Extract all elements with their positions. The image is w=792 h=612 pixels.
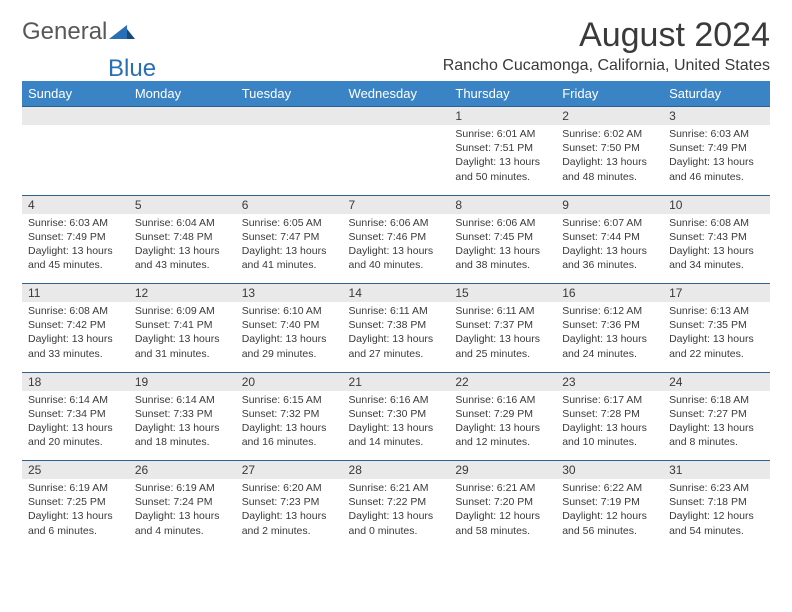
day-detail-cell: [129, 125, 236, 195]
day-number-row: 18192021222324: [22, 372, 770, 391]
location: Rancho Cucamonga, California, United Sta…: [443, 57, 770, 75]
day-detail-row: Sunrise: 6:01 AMSunset: 7:51 PMDaylight:…: [22, 125, 770, 195]
day-detail-cell: Sunrise: 6:03 AMSunset: 7:49 PMDaylight:…: [663, 125, 770, 195]
day-number-cell: 30: [556, 461, 663, 480]
weekday-header: Tuesday: [236, 81, 343, 107]
day-detail-cell: Sunrise: 6:05 AMSunset: 7:47 PMDaylight:…: [236, 214, 343, 284]
day-detail-cell: Sunrise: 6:19 AMSunset: 7:25 PMDaylight:…: [22, 479, 129, 549]
day-number-cell: 14: [343, 284, 450, 303]
logo: General: [22, 18, 137, 46]
day-number-cell: [129, 107, 236, 126]
day-number-cell: 16: [556, 284, 663, 303]
day-number-cell: 28: [343, 461, 450, 480]
day-number-cell: 3: [663, 107, 770, 126]
day-number-cell: 21: [343, 372, 450, 391]
logo-text-blue: Blue: [108, 55, 156, 83]
month-title: August 2024: [443, 16, 770, 55]
day-detail-cell: Sunrise: 6:16 AMSunset: 7:30 PMDaylight:…: [343, 391, 450, 461]
day-number-cell: 4: [22, 195, 129, 214]
day-number-cell: 24: [663, 372, 770, 391]
day-detail-cell: Sunrise: 6:23 AMSunset: 7:18 PMDaylight:…: [663, 479, 770, 549]
day-number-cell: 5: [129, 195, 236, 214]
day-detail-cell: [236, 125, 343, 195]
day-detail-cell: Sunrise: 6:03 AMSunset: 7:49 PMDaylight:…: [22, 214, 129, 284]
day-detail-cell: Sunrise: 6:16 AMSunset: 7:29 PMDaylight:…: [449, 391, 556, 461]
day-number-cell: 2: [556, 107, 663, 126]
day-detail-cell: Sunrise: 6:20 AMSunset: 7:23 PMDaylight:…: [236, 479, 343, 549]
day-number-cell: 15: [449, 284, 556, 303]
day-number-cell: 7: [343, 195, 450, 214]
logo-text-general: General: [22, 18, 107, 46]
day-detail-cell: Sunrise: 6:11 AMSunset: 7:38 PMDaylight:…: [343, 302, 450, 372]
day-detail-cell: Sunrise: 6:19 AMSunset: 7:24 PMDaylight:…: [129, 479, 236, 549]
day-number-cell: 8: [449, 195, 556, 214]
day-number-cell: 19: [129, 372, 236, 391]
day-detail-row: Sunrise: 6:14 AMSunset: 7:34 PMDaylight:…: [22, 391, 770, 461]
day-number-cell: 18: [22, 372, 129, 391]
day-detail-row: Sunrise: 6:08 AMSunset: 7:42 PMDaylight:…: [22, 302, 770, 372]
weekday-header: Friday: [556, 81, 663, 107]
day-detail-cell: [22, 125, 129, 195]
day-detail-cell: [343, 125, 450, 195]
triangle-icon: [109, 23, 135, 41]
day-detail-cell: Sunrise: 6:04 AMSunset: 7:48 PMDaylight:…: [129, 214, 236, 284]
day-detail-row: Sunrise: 6:03 AMSunset: 7:49 PMDaylight:…: [22, 214, 770, 284]
calendar-body: 123Sunrise: 6:01 AMSunset: 7:51 PMDaylig…: [22, 107, 770, 550]
day-detail-cell: Sunrise: 6:08 AMSunset: 7:42 PMDaylight:…: [22, 302, 129, 372]
weekday-header: Saturday: [663, 81, 770, 107]
day-detail-cell: Sunrise: 6:06 AMSunset: 7:46 PMDaylight:…: [343, 214, 450, 284]
day-number-cell: 13: [236, 284, 343, 303]
day-detail-cell: Sunrise: 6:09 AMSunset: 7:41 PMDaylight:…: [129, 302, 236, 372]
day-detail-cell: Sunrise: 6:14 AMSunset: 7:33 PMDaylight:…: [129, 391, 236, 461]
weekday-header: Sunday: [22, 81, 129, 107]
calendar-page: General August 2024 Rancho Cucamonga, Ca…: [0, 0, 792, 549]
day-detail-cell: Sunrise: 6:14 AMSunset: 7:34 PMDaylight:…: [22, 391, 129, 461]
day-number-cell: 1: [449, 107, 556, 126]
day-number-row: 25262728293031: [22, 461, 770, 480]
day-detail-cell: Sunrise: 6:18 AMSunset: 7:27 PMDaylight:…: [663, 391, 770, 461]
day-number-cell: 20: [236, 372, 343, 391]
day-number-cell: 31: [663, 461, 770, 480]
day-detail-cell: Sunrise: 6:13 AMSunset: 7:35 PMDaylight:…: [663, 302, 770, 372]
day-number-cell: [343, 107, 450, 126]
day-number-cell: 6: [236, 195, 343, 214]
day-detail-cell: Sunrise: 6:02 AMSunset: 7:50 PMDaylight:…: [556, 125, 663, 195]
day-detail-cell: Sunrise: 6:22 AMSunset: 7:19 PMDaylight:…: [556, 479, 663, 549]
calendar-table: SundayMondayTuesdayWednesdayThursdayFrid…: [22, 81, 770, 549]
day-detail-cell: Sunrise: 6:17 AMSunset: 7:28 PMDaylight:…: [556, 391, 663, 461]
day-detail-cell: Sunrise: 6:21 AMSunset: 7:20 PMDaylight:…: [449, 479, 556, 549]
day-number-cell: [22, 107, 129, 126]
day-number-cell: 29: [449, 461, 556, 480]
day-number-cell: 23: [556, 372, 663, 391]
day-number-cell: 27: [236, 461, 343, 480]
day-number-row: 123: [22, 107, 770, 126]
day-number-cell: 9: [556, 195, 663, 214]
day-number-cell: 10: [663, 195, 770, 214]
day-number-cell: 22: [449, 372, 556, 391]
day-detail-cell: Sunrise: 6:15 AMSunset: 7:32 PMDaylight:…: [236, 391, 343, 461]
day-detail-cell: Sunrise: 6:11 AMSunset: 7:37 PMDaylight:…: [449, 302, 556, 372]
day-detail-cell: Sunrise: 6:21 AMSunset: 7:22 PMDaylight:…: [343, 479, 450, 549]
day-number-cell: 17: [663, 284, 770, 303]
weekday-header: Wednesday: [343, 81, 450, 107]
day-number-cell: 11: [22, 284, 129, 303]
day-detail-cell: Sunrise: 6:08 AMSunset: 7:43 PMDaylight:…: [663, 214, 770, 284]
day-detail-cell: Sunrise: 6:01 AMSunset: 7:51 PMDaylight:…: [449, 125, 556, 195]
day-number-cell: 26: [129, 461, 236, 480]
day-number-row: 45678910: [22, 195, 770, 214]
day-detail-cell: Sunrise: 6:12 AMSunset: 7:36 PMDaylight:…: [556, 302, 663, 372]
day-detail-row: Sunrise: 6:19 AMSunset: 7:25 PMDaylight:…: [22, 479, 770, 549]
day-number-cell: 25: [22, 461, 129, 480]
weekday-header: Monday: [129, 81, 236, 107]
day-detail-cell: Sunrise: 6:10 AMSunset: 7:40 PMDaylight:…: [236, 302, 343, 372]
day-detail-cell: Sunrise: 6:06 AMSunset: 7:45 PMDaylight:…: [449, 214, 556, 284]
day-number-row: 11121314151617: [22, 284, 770, 303]
day-detail-cell: Sunrise: 6:07 AMSunset: 7:44 PMDaylight:…: [556, 214, 663, 284]
day-number-cell: 12: [129, 284, 236, 303]
weekday-header: Thursday: [449, 81, 556, 107]
title-block: August 2024 Rancho Cucamonga, California…: [443, 16, 770, 75]
day-number-cell: [236, 107, 343, 126]
weekday-header-row: SundayMondayTuesdayWednesdayThursdayFrid…: [22, 81, 770, 107]
